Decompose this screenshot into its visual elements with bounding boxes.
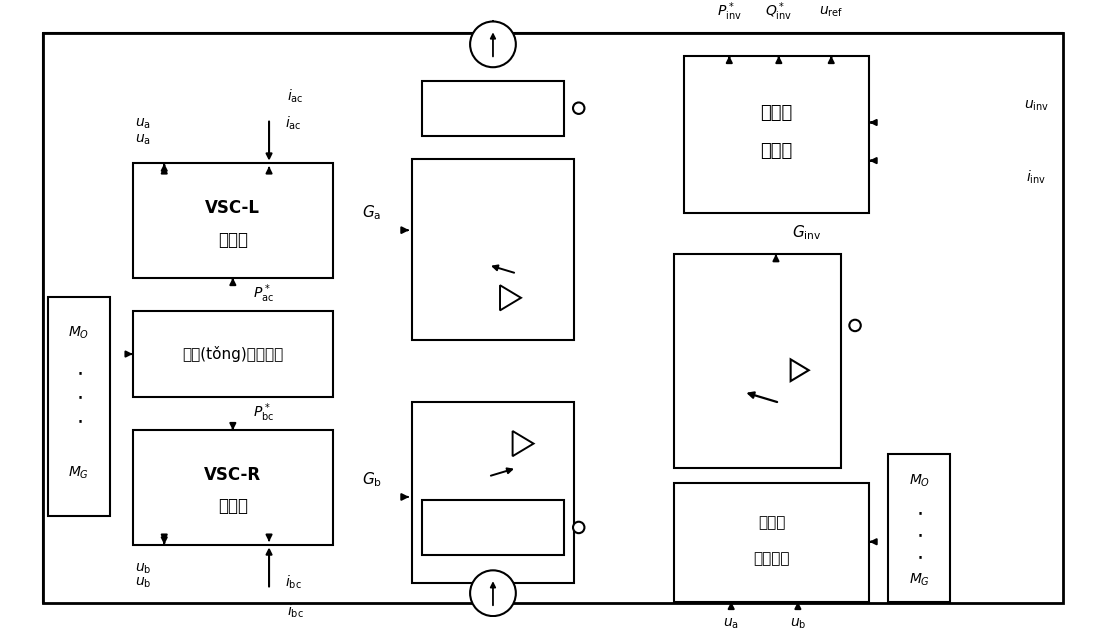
Text: $M_G$: $M_G$: [909, 572, 930, 588]
Text: VSC-L: VSC-L: [206, 199, 260, 217]
Text: 電壓控制: 電壓控制: [753, 551, 790, 567]
Text: $G_{\rm a}$: $G_{\rm a}$: [363, 204, 382, 222]
Text: 逆變器: 逆變器: [760, 104, 793, 122]
Text: $\cdot$: $\cdot$: [916, 547, 922, 567]
Text: VSC-R: VSC-R: [205, 466, 261, 484]
Bar: [674, 483, 869, 602]
Bar: [421, 500, 564, 555]
Text: $M_O$: $M_O$: [69, 325, 90, 341]
Text: 控制器: 控制器: [760, 142, 793, 160]
Text: $P^*_{\rm bc}$: $P^*_{\rm bc}$: [252, 402, 274, 425]
Text: $u_{\rm inv}$: $u_{\rm inv}$: [1023, 98, 1048, 112]
Text: $Q^*_{\rm inv}$: $Q^*_{\rm inv}$: [765, 1, 793, 23]
Bar: [674, 254, 841, 468]
Text: $u_{\rm b}$: $u_{\rm b}$: [790, 616, 806, 631]
Text: $G_{\rm inv}$: $G_{\rm inv}$: [792, 223, 822, 242]
Text: $M_G$: $M_G$: [69, 465, 90, 481]
Bar: [421, 81, 564, 136]
Text: 中性線: 中性線: [758, 515, 785, 530]
Text: $\cdot$: $\cdot$: [75, 363, 82, 383]
Text: $\cdot$: $\cdot$: [916, 525, 922, 545]
Bar: [133, 163, 333, 278]
Text: $i_{\rm ac}$: $i_{\rm ac}$: [288, 88, 304, 105]
Text: $u_{\rm b}$: $u_{\rm b}$: [135, 575, 152, 590]
Text: $G_{\rm b}$: $G_{\rm b}$: [362, 471, 382, 489]
Text: $M_O$: $M_O$: [909, 473, 930, 489]
Bar: [48, 297, 109, 516]
Text: $P^*_{\rm inv}$: $P^*_{\rm inv}$: [717, 1, 742, 23]
Text: $\cdot$: $\cdot$: [75, 411, 82, 431]
Text: $\cdot$: $\cdot$: [75, 387, 82, 407]
Text: $i_{\rm inv}$: $i_{\rm inv}$: [1026, 169, 1046, 186]
Bar: [888, 454, 950, 602]
Polygon shape: [791, 360, 808, 381]
Bar: [411, 402, 574, 582]
Circle shape: [849, 320, 860, 331]
Text: $i_{\rm bc}$: $i_{\rm bc}$: [288, 603, 304, 620]
Text: $u_{\rm a}$: $u_{\rm a}$: [135, 133, 152, 147]
Text: $i_{\rm ac}$: $i_{\rm ac}$: [284, 115, 301, 132]
Bar: [133, 430, 333, 545]
Bar: [133, 311, 333, 397]
Circle shape: [573, 522, 584, 533]
Circle shape: [470, 570, 515, 616]
Polygon shape: [500, 285, 521, 310]
Text: 控制器: 控制器: [218, 497, 248, 516]
Text: $u_{\rm ref}$: $u_{\rm ref}$: [820, 5, 844, 19]
Text: $u_{\rm a}$: $u_{\rm a}$: [723, 616, 739, 631]
Text: $\cdot$: $\cdot$: [916, 503, 922, 523]
Bar: [411, 159, 574, 339]
Text: $u_{\rm a}$: $u_{\rm a}$: [135, 116, 152, 131]
Bar: [684, 56, 869, 213]
Text: 系統(tǒng)功率控制: 系統(tǒng)功率控制: [182, 346, 283, 362]
Text: 控制器: 控制器: [218, 231, 248, 249]
Text: $i_{\rm bc}$: $i_{\rm bc}$: [284, 574, 301, 591]
Circle shape: [470, 21, 515, 68]
Text: $u_{\rm b}$: $u_{\rm b}$: [135, 561, 152, 575]
Polygon shape: [512, 431, 533, 456]
Text: $P^*_{\rm ac}$: $P^*_{\rm ac}$: [253, 283, 274, 305]
Circle shape: [573, 102, 584, 114]
